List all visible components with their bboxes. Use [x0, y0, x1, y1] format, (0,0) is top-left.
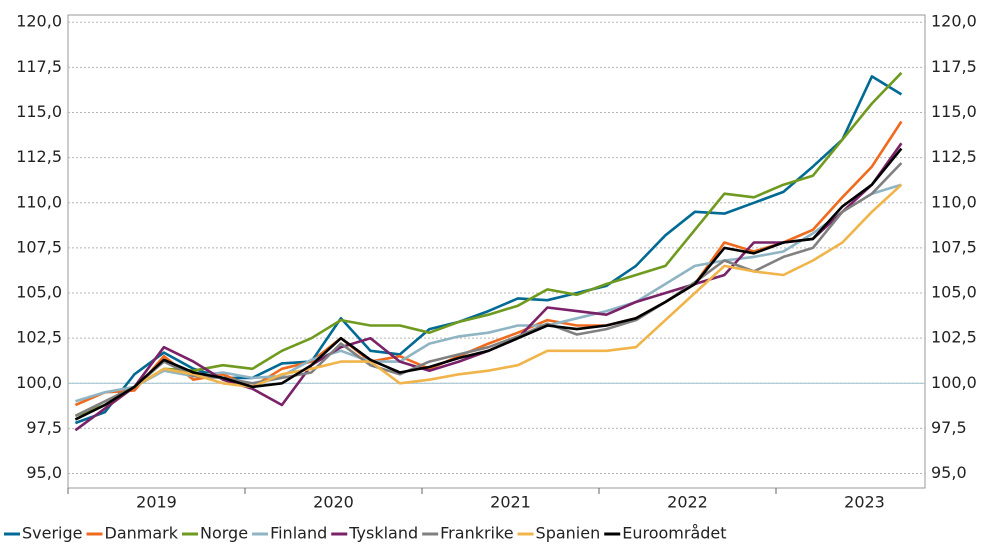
x-tick-label: 2022: [667, 493, 708, 512]
y2-tick-label: 95,0: [931, 463, 967, 482]
legend-label: Sverige: [22, 524, 83, 543]
y-tick-label: 97,5: [26, 418, 62, 437]
y2-tick-label: 120,0: [931, 12, 977, 31]
x-tick-label: 2023: [844, 493, 885, 512]
legend-label: Euroområdet: [622, 524, 726, 543]
y2-tick-label: 117,5: [931, 57, 977, 76]
series-line: [74, 147, 903, 421]
series-line: [74, 183, 903, 421]
y-tick-label: 105,0: [16, 283, 62, 302]
legend-label: Danmark: [105, 524, 179, 543]
y2-tick-label: 107,5: [931, 237, 977, 256]
legend-label: Frankrike: [440, 524, 513, 543]
series-line: [74, 120, 903, 407]
x-tick-label: 2020: [313, 493, 354, 512]
y-tick-label: 110,0: [16, 192, 62, 211]
x-tick-label: 2019: [136, 493, 177, 512]
y-tick-label: 120,0: [16, 12, 62, 31]
y2-tick-label: 105,0: [931, 283, 977, 302]
y-tick-label: 95,0: [26, 463, 62, 482]
y-tick-label: 117,5: [16, 57, 62, 76]
legend-label: Finland: [270, 524, 327, 543]
plot-frame: [67, 14, 926, 489]
y2-tick-label: 100,0: [931, 373, 977, 392]
y-tick-label: 115,0: [16, 102, 62, 121]
x-tick-label: 2021: [490, 493, 531, 512]
y2-tick-label: 112,5: [931, 147, 977, 166]
y-tick-label: 100,0: [16, 373, 62, 392]
y2-tick-label: 97,5: [931, 418, 967, 437]
y2-tick-label: 110,0: [931, 192, 977, 211]
legend-label: Tyskland: [348, 524, 418, 543]
y2-tick-label: 115,0: [931, 102, 977, 121]
legend-label: Norge: [200, 524, 248, 543]
y-tick-label: 107,5: [16, 237, 62, 256]
series-line: [74, 71, 903, 418]
legend-label: Spanien: [536, 524, 601, 543]
y2-tick-label: 102,5: [931, 328, 977, 347]
y-tick-label: 112,5: [16, 147, 62, 166]
y-tick-label: 102,5: [16, 328, 62, 347]
